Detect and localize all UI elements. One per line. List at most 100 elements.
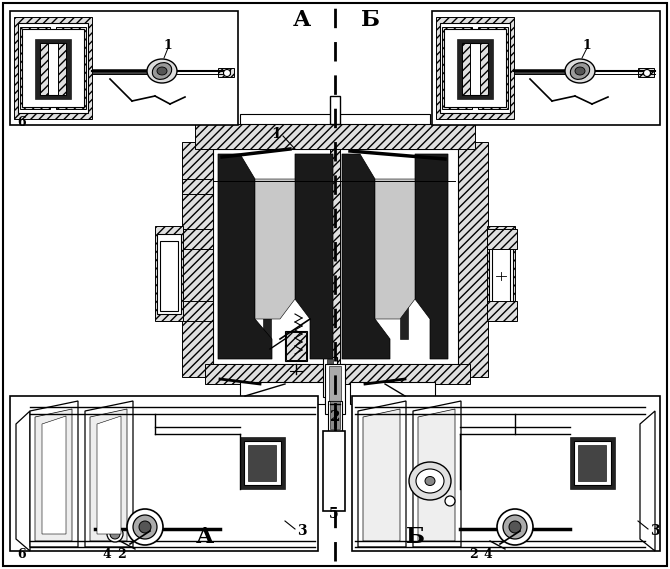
Bar — [218, 68, 234, 77]
Text: Б: Б — [360, 9, 379, 31]
Text: Б: Б — [405, 526, 425, 548]
Bar — [328, 401, 342, 431]
Bar — [327, 359, 333, 394]
Bar — [18, 23, 88, 113]
Bar — [58, 43, 66, 95]
Polygon shape — [418, 409, 455, 541]
Text: А: А — [196, 526, 214, 548]
Bar — [160, 241, 178, 311]
Bar — [329, 366, 341, 411]
Polygon shape — [35, 409, 72, 541]
Text: 1: 1 — [163, 39, 172, 52]
Polygon shape — [42, 416, 66, 534]
Bar — [105, 535, 113, 541]
Bar — [480, 43, 488, 95]
Bar — [335, 142, 488, 377]
Bar — [10, 11, 238, 125]
Ellipse shape — [565, 59, 595, 83]
Ellipse shape — [152, 63, 172, 80]
Bar — [350, 382, 435, 404]
Circle shape — [127, 509, 163, 545]
Bar — [205, 364, 470, 384]
Bar — [487, 301, 517, 321]
Circle shape — [643, 69, 651, 76]
Bar — [20, 27, 50, 109]
Bar — [505, 535, 513, 541]
Circle shape — [107, 526, 123, 542]
Ellipse shape — [147, 59, 177, 83]
Bar — [442, 27, 472, 109]
Bar — [10, 396, 318, 551]
Bar — [248, 445, 276, 481]
Bar — [478, 27, 508, 109]
Bar — [489, 234, 513, 314]
Bar — [352, 396, 660, 551]
Text: 4: 4 — [103, 549, 111, 562]
Ellipse shape — [409, 462, 451, 500]
Bar — [240, 382, 325, 404]
Polygon shape — [640, 411, 655, 551]
Bar — [286, 332, 306, 360]
Bar — [182, 142, 335, 377]
Bar — [487, 229, 517, 249]
Bar — [440, 23, 510, 113]
Bar — [263, 184, 271, 339]
Text: 3: 3 — [650, 524, 660, 538]
Text: 2: 2 — [118, 549, 127, 562]
Bar — [157, 234, 181, 314]
Polygon shape — [85, 401, 133, 547]
Bar — [514, 69, 574, 73]
Polygon shape — [413, 401, 461, 547]
Circle shape — [139, 521, 151, 533]
Bar — [330, 96, 340, 124]
Text: 6: 6 — [17, 116, 26, 129]
Ellipse shape — [570, 63, 590, 80]
Bar — [432, 11, 660, 125]
Polygon shape — [358, 401, 406, 547]
Bar — [183, 301, 213, 321]
Bar — [35, 39, 71, 99]
Ellipse shape — [416, 469, 444, 493]
Polygon shape — [375, 179, 415, 319]
Text: 6: 6 — [17, 549, 26, 562]
Bar — [40, 43, 66, 95]
Bar — [338, 149, 458, 364]
Bar — [578, 445, 606, 481]
Polygon shape — [97, 416, 121, 534]
Bar — [240, 437, 285, 489]
Bar — [638, 68, 654, 77]
Bar — [244, 441, 281, 485]
Bar — [183, 229, 213, 249]
Bar — [492, 241, 510, 311]
Bar — [22, 29, 84, 107]
Bar — [330, 401, 340, 429]
Ellipse shape — [496, 272, 506, 280]
Circle shape — [497, 509, 533, 545]
Ellipse shape — [157, 67, 167, 75]
Ellipse shape — [575, 67, 585, 75]
Polygon shape — [30, 401, 78, 547]
Text: 1: 1 — [583, 39, 592, 52]
Polygon shape — [295, 154, 333, 359]
Bar — [14, 17, 92, 119]
Bar — [462, 43, 488, 95]
Bar — [457, 39, 493, 99]
Bar — [462, 43, 470, 95]
Polygon shape — [363, 409, 400, 541]
Bar — [574, 441, 611, 485]
Bar — [487, 226, 515, 321]
Bar — [285, 331, 307, 361]
Bar — [327, 433, 341, 507]
Bar — [213, 149, 333, 364]
Bar — [400, 184, 408, 339]
Circle shape — [133, 515, 157, 539]
Polygon shape — [218, 154, 272, 359]
Bar — [40, 43, 48, 95]
Polygon shape — [90, 409, 127, 541]
Text: 4: 4 — [484, 549, 492, 562]
Polygon shape — [342, 154, 390, 359]
Bar — [325, 364, 345, 414]
Bar — [330, 149, 340, 364]
Text: 1: 1 — [271, 127, 281, 141]
Bar — [570, 437, 615, 489]
